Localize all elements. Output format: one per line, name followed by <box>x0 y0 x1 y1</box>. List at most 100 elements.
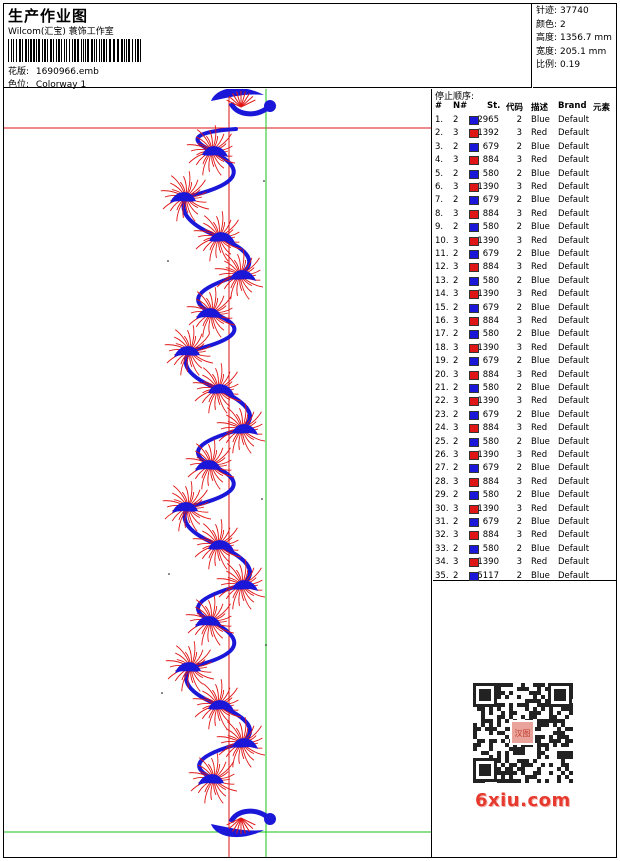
qr-module <box>501 779 505 783</box>
cell-num: 17. <box>435 329 449 340</box>
cell-n: 3 <box>453 342 459 353</box>
qr-module <box>505 755 509 759</box>
cell-n: 2 <box>453 115 459 125</box>
ornament-stroke <box>240 817 256 826</box>
qr-module <box>537 683 541 687</box>
cell-num: 29. <box>435 490 449 501</box>
qr-module <box>541 751 545 755</box>
qr-module <box>485 727 489 731</box>
cell-brand: Default <box>558 369 590 380</box>
cell-desc: Red <box>531 128 548 139</box>
qr-module <box>537 711 541 715</box>
qr-module <box>505 759 509 763</box>
qr-module <box>565 755 569 759</box>
qr-module <box>541 723 545 727</box>
design-preview <box>4 89 432 857</box>
qr-module <box>509 683 513 687</box>
cell-n: 3 <box>453 316 459 326</box>
qr-module <box>513 763 517 767</box>
qr-module <box>489 727 493 731</box>
marker-dot <box>168 573 170 575</box>
cell-desc: Blue <box>531 517 550 527</box>
cell-code: 2 <box>516 356 522 367</box>
cell-n: 2 <box>453 383 459 393</box>
cell-brand: Default <box>558 128 590 139</box>
qr-module <box>481 711 485 715</box>
qr-module <box>529 763 533 767</box>
qr-module <box>521 747 525 751</box>
cell-n: 3 <box>453 450 459 460</box>
stat-row: 高度: 1356.7 mm <box>536 32 616 46</box>
cell-code: 2 <box>516 222 522 233</box>
qr-module <box>517 759 521 763</box>
cell-n: 3 <box>453 235 459 246</box>
flower-center <box>215 233 223 241</box>
qr-module <box>541 683 545 687</box>
qr-module <box>537 723 541 727</box>
qr-module <box>525 759 529 763</box>
qr-module <box>513 751 517 755</box>
col-header-st: St. <box>487 101 501 111</box>
table-row: 34. 3 1390 3 Red Default <box>433 557 616 570</box>
marker-dot <box>167 260 169 262</box>
qr-module <box>521 763 525 767</box>
qr-module <box>505 743 509 747</box>
cell-n: 2 <box>453 168 459 179</box>
stat-row: 颜色: 2 <box>536 19 616 33</box>
qr-module <box>541 735 545 739</box>
cell-desc: Blue <box>531 168 550 179</box>
qr-module <box>497 771 501 775</box>
qr-module <box>513 747 517 751</box>
cell-n: 2 <box>453 275 459 286</box>
cell-st: 1392 <box>477 128 499 139</box>
qr-module <box>549 715 553 719</box>
qr-module <box>505 767 509 771</box>
stat-value: 2 <box>560 19 566 30</box>
table-row: 18. 3 1390 3 Red Default <box>433 343 616 356</box>
cell-brand: Default <box>558 275 590 286</box>
qr-module <box>517 751 521 755</box>
cell-code: 2 <box>516 436 522 447</box>
cell-st: 1390 <box>477 342 499 353</box>
table-row: 1. 2 2965 2 Blue Default <box>433 115 616 128</box>
cell-num: 26. <box>435 450 449 460</box>
cell-desc: Red <box>531 208 548 219</box>
qr-module <box>549 735 553 739</box>
qr-module <box>553 719 557 723</box>
cell-n: 2 <box>453 409 459 420</box>
qr-module <box>489 747 493 751</box>
cell-n: 2 <box>453 570 459 581</box>
qr-module <box>529 699 533 703</box>
flower-center <box>214 385 222 393</box>
qr-module <box>517 779 521 783</box>
stat-value: 37740 <box>560 6 589 16</box>
color-swatch <box>469 317 479 326</box>
cell-brand: Default <box>558 490 590 501</box>
cell-st: 580 <box>482 329 499 340</box>
qr-module <box>509 715 513 719</box>
qr-module <box>485 719 489 723</box>
cell-code: 2 <box>516 409 522 420</box>
qr-module <box>565 743 569 747</box>
cell-code: 3 <box>516 128 522 139</box>
cell-code: 2 <box>516 383 522 393</box>
cell-num: 12. <box>435 262 449 273</box>
qr-module <box>545 699 549 703</box>
table-row: 19. 2 679 2 Blue Default <box>433 356 616 369</box>
qr-module <box>473 723 477 727</box>
qr-module <box>517 767 521 771</box>
cell-desc: Blue <box>531 356 550 367</box>
cell-brand: Default <box>558 208 590 219</box>
cell-st: 1390 <box>477 289 499 300</box>
qr-module <box>569 739 573 743</box>
qr-module <box>485 751 489 755</box>
ornament-stroke <box>226 99 242 108</box>
cell-n: 2 <box>453 249 459 259</box>
color-swatch <box>469 518 479 527</box>
ornament-stroke <box>232 93 242 108</box>
qr-module <box>557 719 561 723</box>
cell-n: 2 <box>453 195 459 206</box>
qr-module <box>545 743 549 747</box>
flower-center <box>210 775 218 783</box>
cell-desc: Red <box>531 369 548 380</box>
